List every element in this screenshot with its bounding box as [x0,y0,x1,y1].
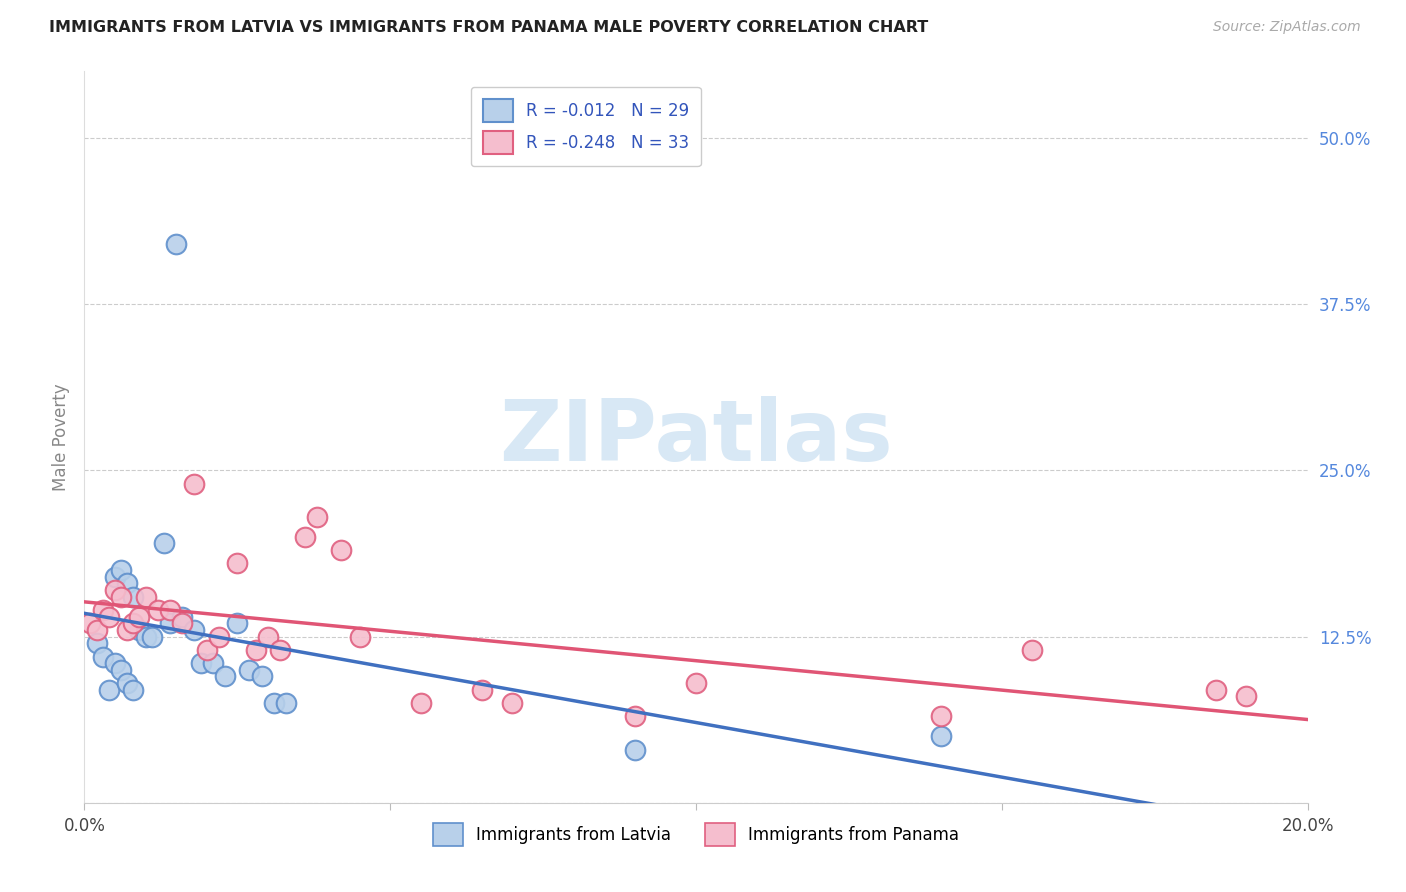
Text: ZIPatlas: ZIPatlas [499,395,893,479]
Point [135,590,157,604]
Point [97,682,120,697]
Point [305,509,328,524]
Point [1021,643,1043,657]
Point [135,630,157,644]
Text: Source: ZipAtlas.com: Source: ZipAtlas.com [1213,20,1361,34]
Point [929,709,952,723]
Text: IMMIGRANTS FROM LATVIA VS IMMIGRANTS FROM PANAMA MALE POVERTY CORRELATION CHART: IMMIGRANTS FROM LATVIA VS IMMIGRANTS FRO… [49,20,928,35]
Point [110,590,132,604]
Point [128,609,150,624]
Point [159,616,181,631]
Point [79,616,101,631]
Point [201,656,224,670]
Point [153,536,176,550]
Point [1205,682,1227,697]
Point [115,576,138,591]
Point [172,609,194,624]
Point [165,237,187,252]
Point [115,623,138,637]
Point [146,603,169,617]
Point [86,623,108,637]
Point [183,476,205,491]
Point [110,563,132,577]
Point [502,696,524,710]
Point [471,682,494,697]
Point [624,742,647,756]
Point [929,729,952,743]
Point [159,603,181,617]
Point [195,643,218,657]
Point [115,676,138,690]
Point [104,582,127,597]
Point [238,663,260,677]
Point [245,643,267,657]
Point [172,616,194,631]
Point [91,603,114,617]
Point [349,630,371,644]
Point [269,643,291,657]
Point [141,630,163,644]
Point [409,696,432,710]
Point [190,656,212,670]
Point [226,616,249,631]
Point [97,609,120,624]
Y-axis label: Male Poverty: Male Poverty [52,384,70,491]
Point [263,696,285,710]
Point [183,623,205,637]
Point [685,676,707,690]
Legend: Immigrants from Latvia, Immigrants from Panama: Immigrants from Latvia, Immigrants from … [426,816,966,853]
Point [128,623,150,637]
Point [104,570,127,584]
Point [250,669,273,683]
Point [214,669,236,683]
Point [330,543,353,558]
Point [91,649,114,664]
Point [624,709,647,723]
Point [122,616,145,631]
Point [86,636,108,650]
Point [122,590,145,604]
Point [104,656,127,670]
Point [257,630,280,644]
Point [122,682,145,697]
Point [110,663,132,677]
Point [276,696,298,710]
Point [294,530,316,544]
Point [208,630,231,644]
Point [226,557,249,571]
Point [1236,690,1258,704]
